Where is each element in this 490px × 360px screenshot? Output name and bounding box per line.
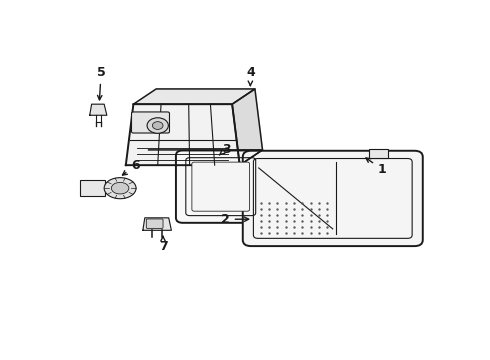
Text: 4: 4	[246, 66, 255, 85]
Bar	[80, 180, 105, 195]
Polygon shape	[232, 89, 263, 165]
FancyBboxPatch shape	[131, 112, 170, 133]
Text: 5: 5	[97, 66, 105, 100]
Text: 1: 1	[366, 158, 387, 176]
Bar	[368, 149, 388, 158]
Circle shape	[152, 122, 163, 129]
FancyBboxPatch shape	[147, 219, 163, 228]
Text: 6: 6	[122, 159, 140, 175]
Polygon shape	[143, 218, 171, 230]
FancyBboxPatch shape	[243, 151, 423, 246]
Circle shape	[147, 118, 169, 133]
Text: 2: 2	[221, 213, 249, 226]
FancyBboxPatch shape	[192, 162, 249, 211]
Polygon shape	[133, 89, 255, 104]
Polygon shape	[90, 104, 107, 115]
Text: 3: 3	[220, 143, 231, 156]
Text: 7: 7	[159, 236, 168, 253]
Ellipse shape	[104, 177, 136, 199]
Ellipse shape	[111, 183, 129, 194]
FancyBboxPatch shape	[176, 150, 266, 223]
Polygon shape	[126, 104, 240, 165]
